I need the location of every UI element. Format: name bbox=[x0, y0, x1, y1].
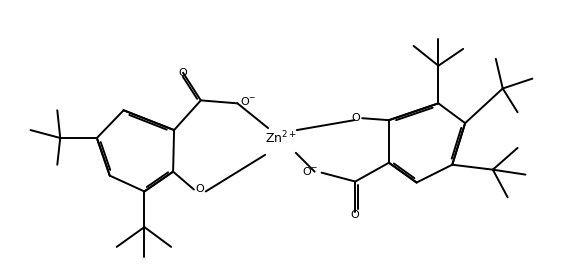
Text: O: O bbox=[351, 210, 360, 220]
Text: O$^{-}$: O$^{-}$ bbox=[241, 95, 257, 107]
Text: Zn$^{2+}$: Zn$^{2+}$ bbox=[265, 130, 297, 146]
Text: O: O bbox=[351, 113, 360, 123]
Text: O$^{-}$: O$^{-}$ bbox=[302, 165, 319, 177]
Text: O: O bbox=[179, 68, 187, 78]
Text: O: O bbox=[196, 185, 205, 194]
